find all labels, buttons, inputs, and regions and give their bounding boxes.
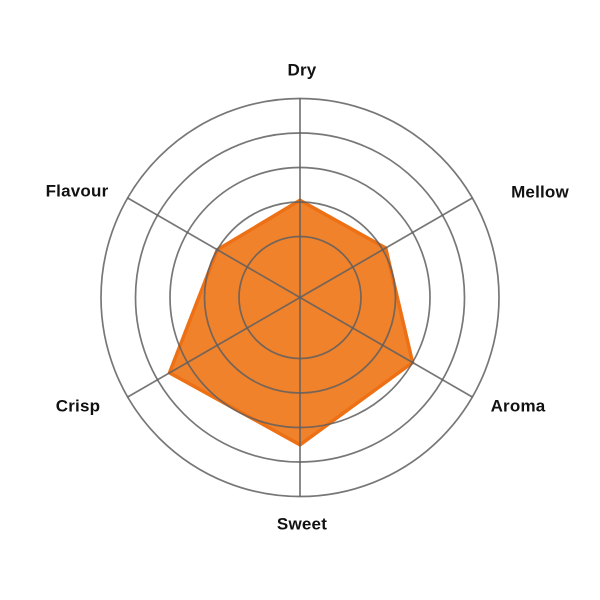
axis-label-crisp: Crisp: [56, 396, 100, 415]
axis-label-dry: Dry: [288, 60, 317, 79]
axis-label-aroma: Aroma: [491, 396, 546, 415]
axis-spoke-crisp: [127, 296, 301, 398]
axis-label-mellow: Mellow: [511, 182, 569, 201]
axis-spoke-mellow: [299, 197, 473, 299]
axis-label-sweet: Sweet: [277, 514, 327, 533]
radar-labels-layer: Dry Mellow Aroma Sweet Crisp Flavour: [46, 60, 570, 533]
axis-label-flavour: Flavour: [46, 181, 109, 200]
axis-spoke-flavour: [127, 197, 301, 299]
radar-grid-layer: [100, 97, 500, 498]
axis-spoke-aroma: [299, 296, 473, 398]
